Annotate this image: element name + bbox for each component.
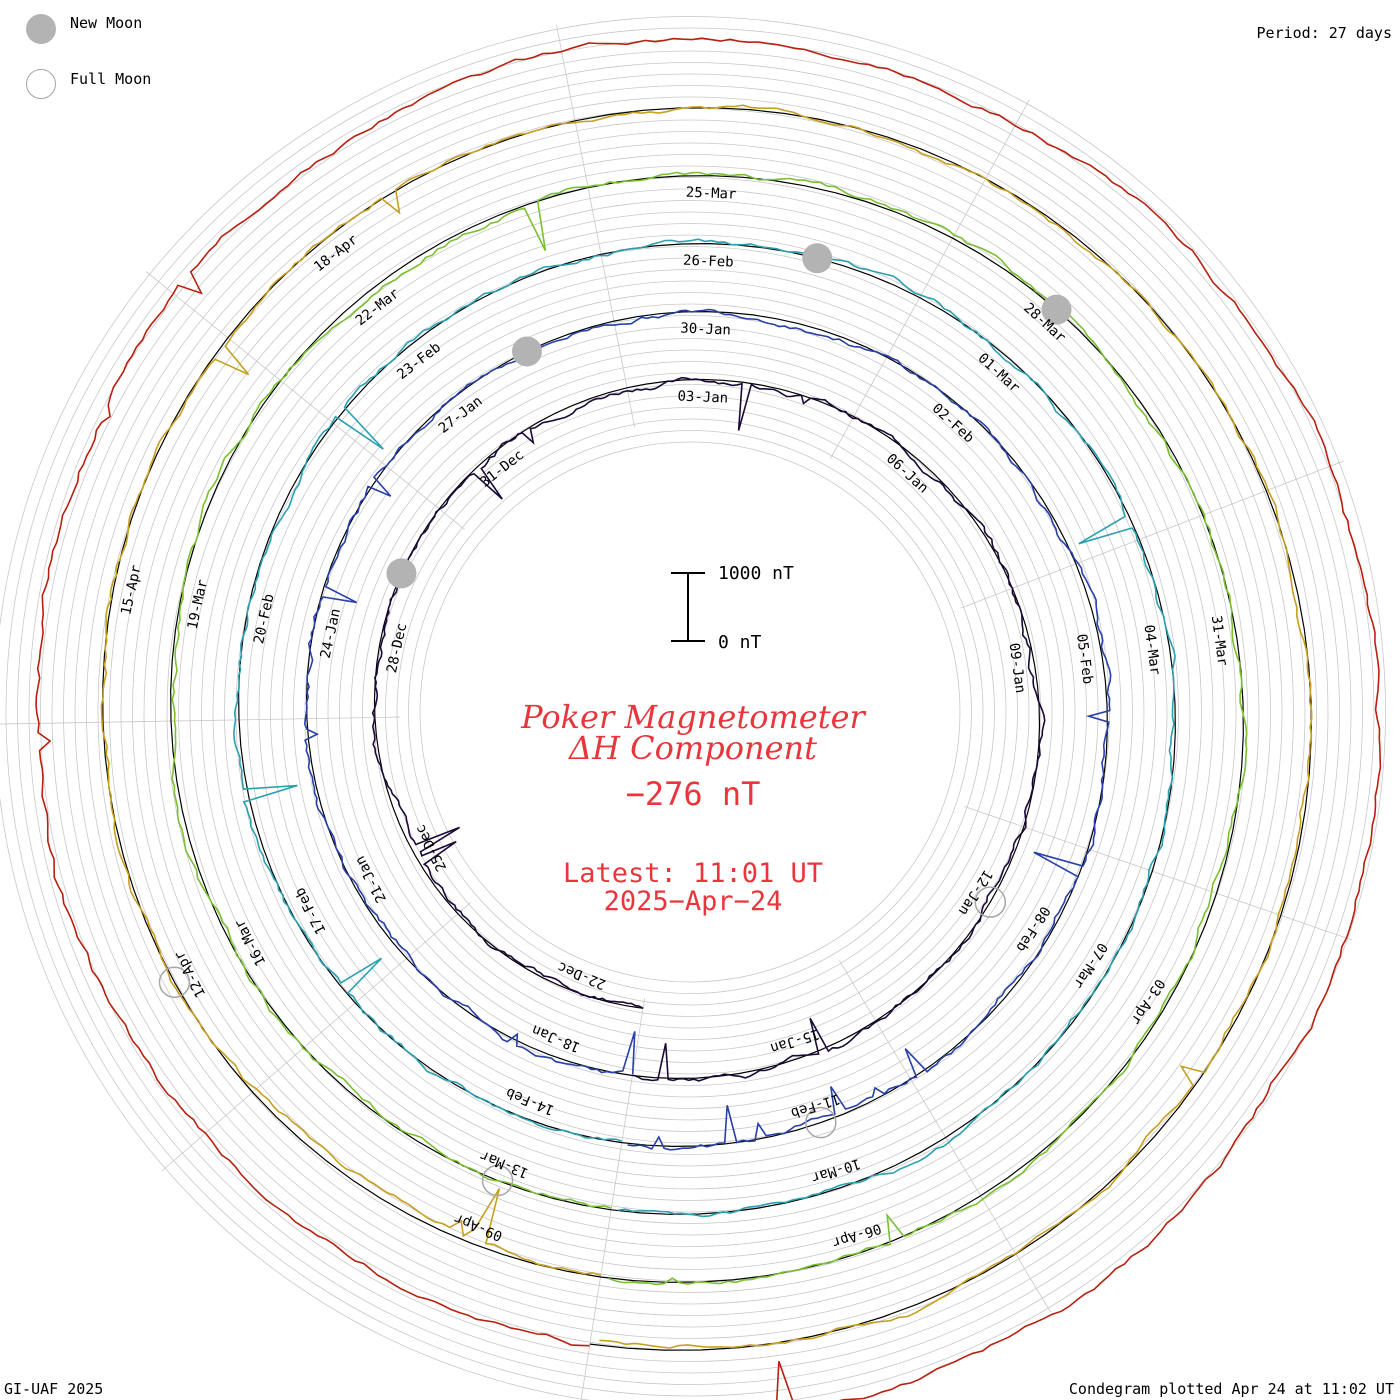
new-moon-marker (1041, 294, 1072, 325)
date-label: 03-Apr (1127, 976, 1168, 1027)
current-value: −276 nT (625, 775, 761, 813)
date-label: 30-Jan (680, 321, 731, 339)
grid-ring (212, 234, 1168, 1190)
date-label: 03-Jan (677, 389, 728, 407)
radial-spokes (0, 24, 1352, 1400)
series-line-2 (233, 238, 1176, 1218)
new-moon-marker (511, 336, 542, 367)
date-label: 04-Mar (1140, 624, 1163, 676)
series-line-0 (371, 376, 1046, 1082)
latest-time: Latest: 11:01 UT (562, 858, 824, 889)
grid-ring (408, 430, 972, 994)
grid-ring (201, 223, 1179, 1201)
date-label: 31-Mar (1208, 615, 1231, 667)
scale-bottom-label: 0 nT (718, 632, 762, 653)
grid-ring (178, 200, 1202, 1224)
grid-ring (5, 27, 1375, 1397)
grid-ring (373, 395, 1007, 1029)
series-line-3 (171, 171, 1248, 1286)
grid-ring (362, 384, 1018, 1040)
date-label: 02-Feb (929, 401, 977, 447)
grid-spoke (0, 716, 401, 725)
grid-ring (28, 50, 1352, 1374)
date-label: 26-Feb (683, 253, 734, 271)
ring-grid (0, 16, 1386, 1400)
grid-ring (293, 315, 1087, 1109)
full-moon-marker (805, 1106, 837, 1139)
scale-bar (671, 572, 705, 642)
date-label: 19-Mar (185, 578, 211, 631)
grid-ring (143, 165, 1237, 1259)
date-label: 01-Mar (975, 350, 1023, 396)
new-moon-marker (802, 243, 833, 274)
footer-timestamp: Condegram plotted Apr 24 at 11:02 UT (1068, 1380, 1394, 1398)
date-label: 16-Mar (232, 916, 270, 968)
grid-ring (419, 441, 961, 983)
grid-spoke (960, 460, 1344, 609)
data-series (35, 37, 1382, 1400)
date-label: 06-Apr (830, 1220, 883, 1251)
date-label: 09-Jan (1006, 642, 1029, 694)
grid-ring (327, 349, 1053, 1075)
date-label: 28-Dec (384, 622, 410, 675)
date-label: 15-Jan (768, 1025, 821, 1056)
date-label: 31-Dec (477, 447, 527, 491)
grid-ring (166, 188, 1214, 1236)
new-moon-label: New Moon (70, 14, 143, 32)
grid-ring (247, 269, 1133, 1155)
date-label: 24-Jan (318, 607, 344, 660)
grid-ring (304, 326, 1076, 1098)
grid-ring (0, 16, 1386, 1400)
grid-ring (270, 292, 1110, 1132)
new-moon-marker (386, 558, 417, 589)
full-moon-icon (26, 69, 56, 99)
latest-date: 2025−Apr−24 (603, 886, 783, 917)
grid-ring (235, 257, 1145, 1167)
full-moon-label: Full Moon (70, 70, 152, 88)
chart-subtitle: ΔH Component (568, 729, 818, 767)
grid-ring (350, 372, 1030, 1052)
period-label: Period: 27 days (1256, 24, 1392, 42)
series-line-5 (35, 37, 1382, 1400)
full-moon-marker (158, 966, 191, 999)
moon-markers (158, 243, 1072, 1197)
full-moon-marker (481, 1164, 514, 1197)
grid-ring (339, 361, 1041, 1063)
grid-spoke (830, 99, 1030, 459)
grid-ring (385, 407, 995, 1017)
grid-ring (97, 119, 1283, 1305)
grid-spoke (580, 998, 646, 1400)
scale-top-label: 1000 nT (718, 563, 794, 584)
grid-ring (281, 303, 1099, 1121)
grid-ring (132, 154, 1248, 1270)
grid-ring (109, 131, 1271, 1293)
date-label: 20-Feb (251, 593, 277, 646)
series-line-4 (100, 104, 1313, 1349)
footer-credit: GI-UAF 2025 (4, 1380, 104, 1398)
grid-ring (396, 418, 984, 1006)
new-moon-icon (26, 14, 56, 44)
grid-ring (40, 62, 1340, 1362)
grid-spoke (161, 901, 472, 1172)
grid-spoke (145, 271, 465, 530)
date-label: 25-Mar (686, 185, 737, 203)
grid-ring (224, 246, 1156, 1178)
grid-ring (63, 85, 1317, 1339)
date-label: 05-Feb (1073, 633, 1096, 685)
grid-ring (258, 280, 1122, 1144)
date-label: 07-Mar (1070, 940, 1111, 991)
grid-ring (74, 96, 1306, 1328)
grid-ring (189, 211, 1191, 1213)
full-moon-marker (974, 886, 1007, 918)
chart-title: Poker Magnetometer (521, 698, 865, 736)
grid-ring (120, 142, 1260, 1282)
grid-ring (316, 338, 1064, 1086)
series-line-1 (303, 308, 1112, 1151)
grid-ring (155, 177, 1225, 1247)
grid-spoke (964, 806, 1352, 941)
date-label: 27-Jan (436, 393, 486, 437)
grid-spoke (556, 24, 636, 428)
